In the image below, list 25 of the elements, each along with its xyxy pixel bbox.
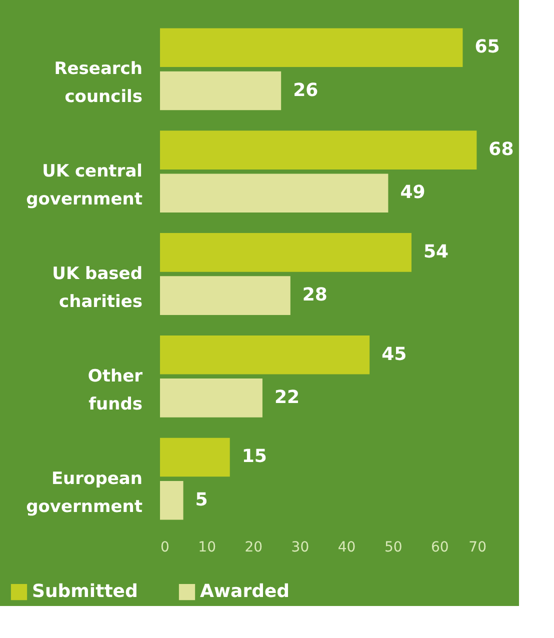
data-label: 49 — [400, 182, 426, 204]
x-tick-label: 10 — [198, 540, 216, 556]
legend-label: Awarded — [200, 581, 290, 602]
y-tick-label: Other funds — [88, 366, 144, 414]
y-tick-label: Research councils — [54, 59, 142, 108]
y-tick-label: UK based charities — [52, 264, 142, 312]
legend-label: Submitted — [32, 581, 138, 602]
data-label: 15 — [242, 446, 267, 468]
x-tick-label: 50 — [384, 540, 402, 556]
y-tick-label: European government — [26, 468, 142, 517]
data-label: 68 — [488, 139, 514, 160]
data-label: 26 — [293, 80, 318, 101]
x-tick-label: 70 — [468, 540, 486, 556]
y-tick-label: UK central government — [26, 162, 142, 210]
data-label: 54 — [423, 241, 449, 262]
data-label: 5 — [195, 489, 208, 510]
data-label: 22 — [274, 386, 300, 408]
x-tick-label: 0 — [160, 540, 170, 556]
x-tick-label: 60 — [431, 540, 449, 556]
data-label: 65 — [474, 36, 500, 58]
x-tick-label: 40 — [338, 540, 356, 556]
x-tick-label: 20 — [244, 540, 263, 556]
data-label: 45 — [382, 344, 407, 365]
data-label: 28 — [302, 284, 328, 306]
x-tick-label: 30 — [291, 540, 310, 556]
